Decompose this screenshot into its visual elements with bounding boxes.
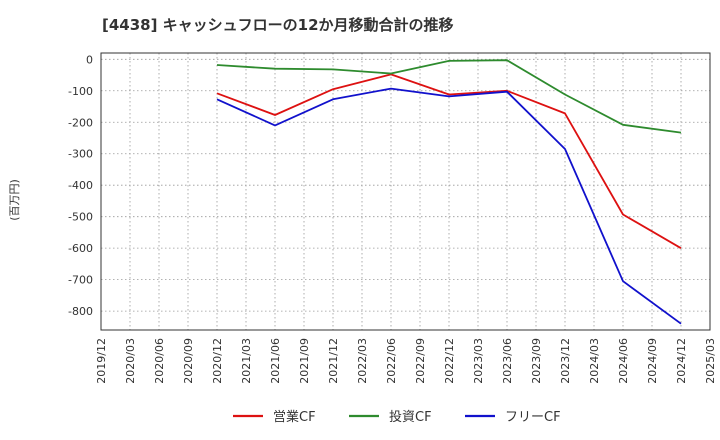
x-tick-label: 2021/06 xyxy=(269,338,282,384)
x-tick-label: 2021/03 xyxy=(240,338,253,384)
x-tick-label: 2022/12 xyxy=(443,338,456,384)
y-tick-label: -300 xyxy=(68,148,93,161)
x-tick-label: 2023/09 xyxy=(530,338,543,384)
chart-title: [4438] キャッシュフローの12か月移動合計の推移 xyxy=(102,16,454,34)
x-tick-label: 2021/09 xyxy=(298,338,311,384)
y-tick-label: -600 xyxy=(68,242,93,255)
x-tick-label: 2024/06 xyxy=(617,338,630,384)
series-line-2 xyxy=(216,59,682,134)
x-tick-label: 2022/03 xyxy=(356,338,369,384)
x-tick-label: 2020/12 xyxy=(211,338,224,384)
x-tick-label: 2023/06 xyxy=(501,338,514,384)
x-tick-label: 2023/12 xyxy=(559,338,572,384)
series-layer xyxy=(216,59,682,325)
legend-label: フリーCF xyxy=(505,410,561,425)
x-tick-label: 2019/12 xyxy=(95,338,108,384)
x-tick-label: 2020/06 xyxy=(153,338,166,384)
y-axis: 0 -100 -200 -300 -400 -500 -600 -700 -800 xyxy=(68,53,93,318)
legend-item: フリーCF xyxy=(465,410,561,425)
x-tick-label: 2025/03 xyxy=(704,338,717,384)
x-tick-label: 2022/06 xyxy=(385,338,398,384)
y-tick-label: -700 xyxy=(68,274,93,287)
x-tick-label: 2023/03 xyxy=(472,338,485,384)
series-line-3 xyxy=(216,87,682,325)
y-axis-label: (百万円) xyxy=(8,179,21,221)
x-tick-label: 2024/12 xyxy=(675,338,688,384)
legend: 営業CF 投資CF フリーCF xyxy=(233,409,561,425)
plot-frame xyxy=(100,52,711,331)
legend-item: 投資CF xyxy=(349,409,432,425)
legend-item: 営業CF xyxy=(233,409,316,425)
plot-background xyxy=(101,53,710,330)
y-tick-label: -500 xyxy=(68,211,93,224)
y-tick-label: -400 xyxy=(68,179,93,192)
x-tick-label: 2024/03 xyxy=(588,338,601,384)
x-tick-label: 2022/09 xyxy=(414,338,427,384)
x-tick-label: 2024/09 xyxy=(646,338,659,384)
x-tick-label: 2020/03 xyxy=(124,338,137,384)
series-line-1 xyxy=(216,73,682,249)
x-axis: 2019/12 2020/03 2020/06 2020/09 2020/12 2021/… xyxy=(95,338,717,384)
grid xyxy=(100,53,711,330)
x-tick-label: 2020/09 xyxy=(182,338,195,384)
y-tick-label: 0 xyxy=(86,53,93,66)
y-tick-label: -800 xyxy=(68,305,93,318)
x-tick-label: 2021/12 xyxy=(327,338,340,384)
legend-label: 営業CF xyxy=(273,409,316,425)
legend-label: 投資CF xyxy=(389,409,432,425)
y-tick-label: -100 xyxy=(68,85,93,98)
y-tick-label: -200 xyxy=(68,116,93,129)
